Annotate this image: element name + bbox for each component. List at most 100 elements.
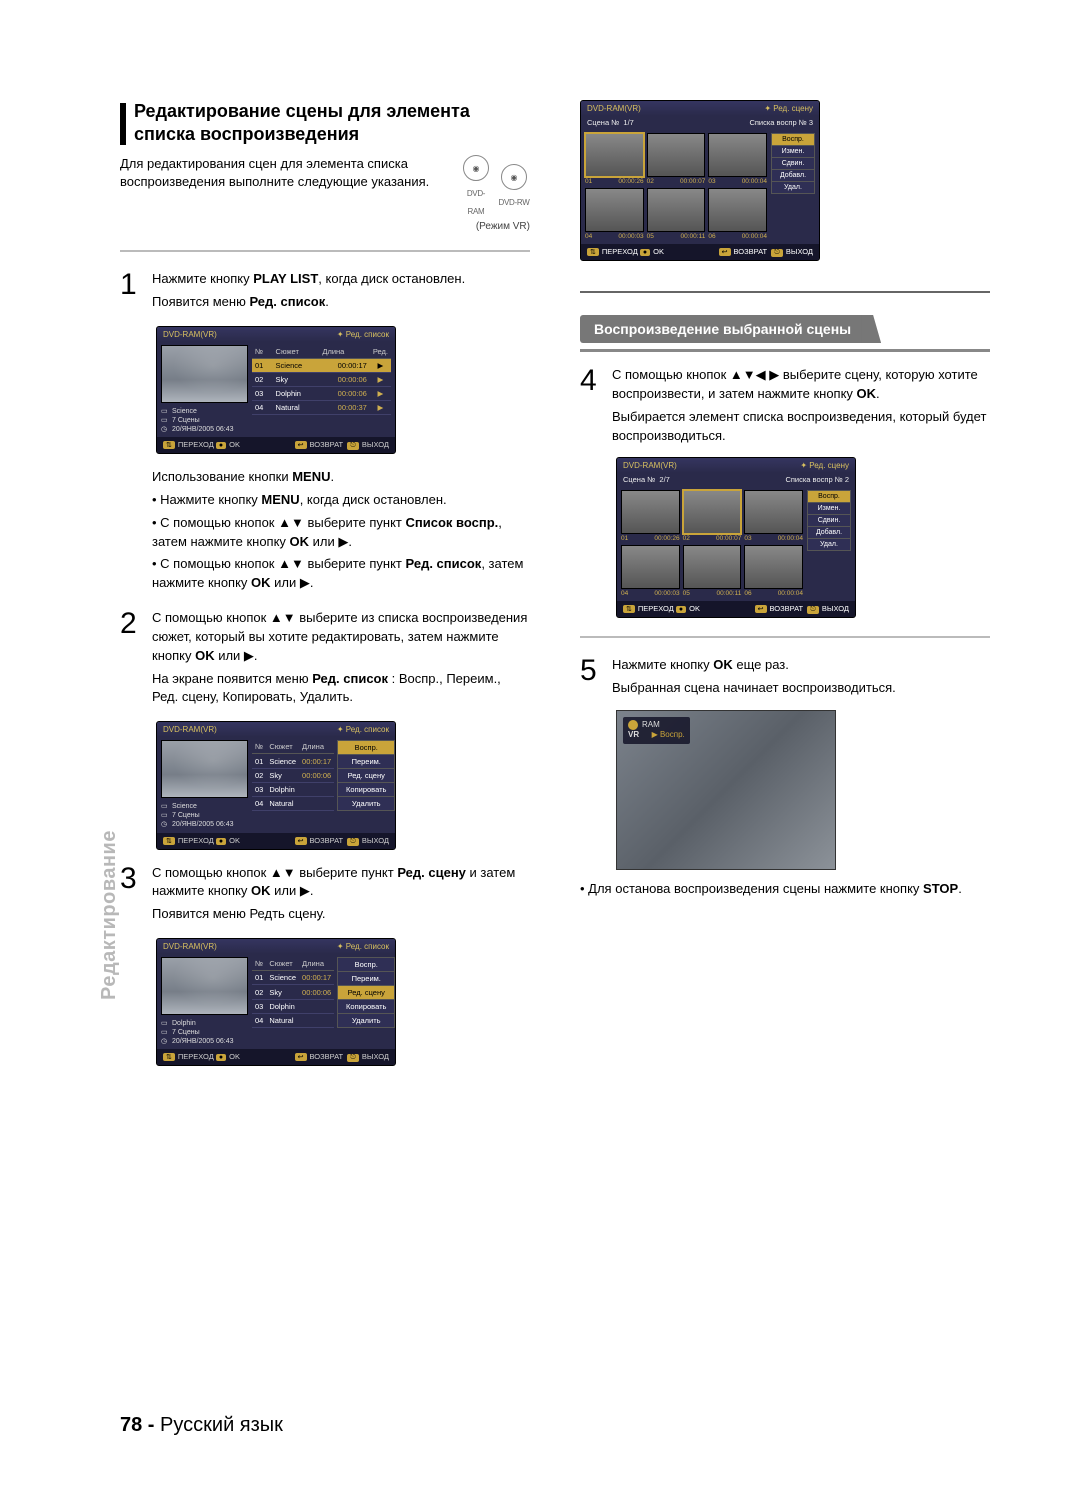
cell: Science (266, 754, 299, 768)
scene-thumb (683, 490, 742, 534)
scene-thumb (647, 133, 706, 177)
arrow-icon: ▶ (370, 400, 391, 414)
text: . (325, 294, 329, 309)
disc-icon (628, 720, 638, 730)
bold-text: Ред. список (249, 294, 325, 309)
disc-circle-icon: ◉ (463, 155, 489, 181)
list-prefix: Списка воспр № (749, 118, 808, 127)
text: , когда диск остановлен. (318, 271, 465, 286)
osd-disc-label: DVD-RAM(VR) (623, 461, 677, 470)
menu-item: Измен. (807, 502, 851, 514)
step-body: Нажмите кнопку PLAY LIST, когда диск ост… (152, 270, 530, 316)
osd-screenshot-1: DVD-RAM(VR) ✦ Ред. список ▭Science ▭7 Сц… (156, 326, 396, 454)
cell-no: 04 (585, 233, 592, 240)
cell: Science (273, 358, 320, 372)
playback-badge: RAM VR ▶ Воспр. (623, 717, 690, 744)
step-3: 3 С помощью кнопок ▲▼ выберите пункт Ред… (120, 864, 530, 929)
col-title: Сюжет (266, 740, 299, 754)
osd-disc-label: DVD-RAM(VR) (163, 725, 217, 734)
scene-thumb (744, 545, 803, 589)
scene-grid: 0100:00:26 0200:00:07 0300:00:04 0400:00… (585, 133, 767, 240)
subsection-tab: Воспроизведение выбранной сцены (580, 315, 865, 343)
cell-no: 06 (708, 233, 715, 240)
text: Использование кнопки (152, 469, 292, 484)
cell: 02 (252, 768, 266, 782)
menu-item: Копировать (337, 782, 395, 796)
osd-thumbnail (161, 345, 248, 403)
scene-thumb (647, 188, 706, 232)
cell-dur: 00:00:04 (742, 178, 767, 185)
step-number: 3 (120, 864, 142, 894)
col-dur: Длина (299, 957, 334, 971)
cell: Natural (266, 797, 299, 811)
cell-dur: 00:00:07 (680, 178, 705, 185)
cell: Dolphin (266, 999, 299, 1013)
nav-move: ПЕРЕХОД (602, 247, 638, 256)
nav-exit: ВЫХОД (362, 1052, 389, 1061)
osd-table: №СюжетДлина 01Science00:00:17 02Sky00:00… (252, 740, 334, 811)
cell-no: 03 (708, 178, 715, 185)
meta-title: Science (172, 802, 197, 811)
osd-meta: ▭Science ▭7 Сцены ◷20/ЯНВ/2005 06:43 (161, 802, 248, 829)
text: Выбранная сцена начинает воспроизводитьс… (612, 680, 896, 695)
osd-table: №СюжетДлина 01Science00:00:17 02Sky00:00… (252, 957, 334, 1028)
nav-ok: OK (229, 440, 240, 449)
col-title: Сюжет (266, 957, 299, 971)
scene-grid: 0100:00:26 0200:00:07 0300:00:04 0400:00… (621, 490, 803, 597)
nav-return: ВОЗВРАТ (310, 836, 344, 845)
cell: 00:00:06 (299, 985, 334, 999)
cell: Sky (266, 985, 299, 999)
disc-icon-dvdrw: ◉ DVD-RW (498, 164, 530, 210)
cell-no: 04 (621, 590, 628, 597)
scene-thumb (621, 545, 680, 589)
nav-return: ВОЗВРАТ (770, 604, 804, 613)
cell-dur: 00:00:11 (717, 590, 742, 597)
meta-scenes: 7 Сцены (172, 811, 200, 820)
cell-no: 05 (683, 590, 690, 597)
menu-item: Воспр. (337, 740, 395, 754)
osd-scene-screenshot-2: DVD-RAM(VR) ✦ Ред. сцену Сцена № 2/7 Спи… (616, 457, 856, 618)
osd-menu-title: Ред. сцену (809, 461, 849, 470)
nav-ok: OK (689, 604, 700, 613)
cell: Dolphin (266, 782, 299, 796)
cell-dur: 00:00:03 (654, 590, 679, 597)
cell: 03 (252, 386, 273, 400)
osd-context-menu: Воспр. Переим. Ред. сцену Копировать Уда… (337, 740, 395, 811)
menu-item: Сдвин. (807, 514, 851, 526)
menu-item: Ред. сцену (337, 768, 395, 782)
cell-dur: 00:00:07 (716, 535, 741, 542)
badge-ram: RAM (642, 720, 660, 730)
meta-title: Science (172, 407, 197, 416)
text: . (330, 469, 334, 484)
osd-navbar: ⇅ПЕРЕХОД ●OK ↩ВОЗВРАТ ⎋ВЫХОД (581, 244, 819, 260)
cell: 03 (252, 999, 266, 1013)
list-no: 3 (809, 118, 813, 127)
menu-item: Переим. (337, 971, 395, 985)
disc-circle-icon: ◉ (501, 164, 527, 190)
text: С помощью кнопок ▲▼◀ ▶ выберите сцену, к… (612, 367, 978, 401)
text: Нажмите кнопку (152, 271, 253, 286)
scene-thumb (621, 490, 680, 534)
intro-row: Для редактирования сцен для элемента спи… (120, 155, 530, 219)
menu-item: Воспр. (807, 490, 851, 502)
cell: Science (266, 971, 299, 985)
osd-navbar: ⇅ПЕРЕХОД ●OK ↩ВОЗВРАТ ⎋ВЫХОД (617, 601, 855, 617)
nav-exit: ВЫХОД (822, 604, 849, 613)
bullet-item: Для останова воспроизведения сцены нажми… (580, 880, 990, 899)
step-number: 4 (580, 366, 602, 396)
counter-label: Сцена № (623, 475, 655, 484)
col-no: № (252, 345, 273, 359)
nav-exit: ВЫХОД (362, 440, 389, 449)
step-body: С помощью кнопок ▲▼ выберите из списка в… (152, 609, 530, 711)
bold-text: OK (251, 883, 271, 898)
osd-navbar: ⇅ПЕРЕХОД ●OK ↩ВОЗВРАТ ⎋ВЫХОД (157, 833, 395, 849)
text: С помощью кнопок ▲▼ выберите пункт (152, 865, 397, 880)
text: еще раз. (733, 657, 789, 672)
menu-item: Ред. сцену (337, 985, 395, 999)
disc-label: DVD-RAM (467, 189, 485, 216)
bullet-item: С помощью кнопок ▲▼ выберите пункт Списо… (152, 514, 530, 552)
cell-dur: 00:00:04 (742, 233, 767, 240)
disc-label: DVD-RW (499, 198, 530, 207)
meta-date: 20/ЯНВ/2005 06:43 (172, 425, 234, 434)
nav-return: ВОЗВРАТ (734, 247, 768, 256)
